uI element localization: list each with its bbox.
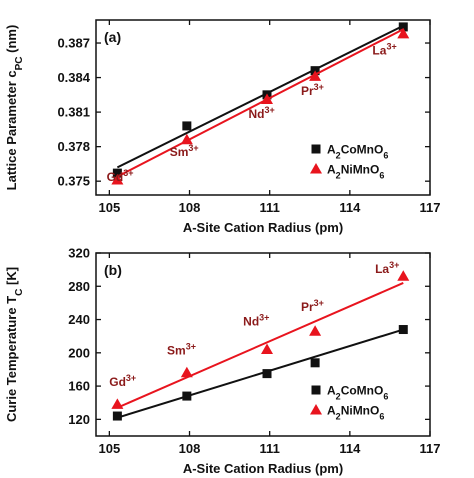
- legend-entry: A2CoMnO6: [327, 384, 388, 402]
- ion-label: La3+: [372, 42, 396, 58]
- ion-label: Nd3+: [243, 312, 269, 328]
- data-point-triangle: [309, 70, 322, 81]
- x-axis-title: A-Site Cation Radius (pm): [183, 461, 343, 476]
- ion-label: Sm3+: [170, 143, 199, 159]
- ion-label: Nd3+: [249, 105, 275, 121]
- ion-label: Pr3+: [301, 298, 324, 314]
- fit-line: [116, 28, 404, 178]
- fit-line: [116, 282, 404, 409]
- panel-label: (b): [104, 262, 122, 278]
- data-point-square: [398, 22, 408, 32]
- fit-line: [117, 328, 404, 419]
- y-tick-label: 0.375: [57, 174, 90, 189]
- x-axis-title: A-Site Cation Radius (pm): [183, 220, 343, 235]
- x-tick-label: 117: [420, 441, 441, 456]
- fit-line: [116, 24, 404, 169]
- data-point-square: [398, 325, 408, 335]
- ion-label: Gd3+: [107, 168, 134, 184]
- data-point-triangle: [397, 27, 410, 39]
- ion-label: La3+: [375, 260, 399, 276]
- y-tick-label: 0.378: [57, 139, 90, 154]
- legend-entry: A2CoMnO6: [327, 143, 388, 161]
- ion-label: Pr3+: [301, 82, 324, 98]
- data-point-square: [310, 358, 320, 368]
- x-tick-label: 111: [260, 200, 280, 215]
- chart-panel-a: 105 108 111 114 117 0.375 0.378 0.381 0.384 0.387…: [4, 19, 441, 235]
- data-point-triangle: [397, 270, 410, 281]
- data-point-square: [182, 121, 192, 131]
- y-axis-title: Lattice Parameter cPC (nm): [4, 25, 25, 191]
- y-tick-label: 240: [68, 312, 90, 327]
- x-tick-label: 117: [420, 200, 441, 215]
- plot-frame: [95, 252, 431, 437]
- y-tick-label: 160: [68, 379, 90, 394]
- data-point-triangle: [180, 133, 193, 145]
- x-tick-label: 108: [179, 200, 201, 215]
- y-tick-label: 0.384: [57, 70, 90, 85]
- legend-marker-triangle: [310, 163, 322, 174]
- x-tick-label: 111: [260, 441, 280, 456]
- x-tick-label: 108: [179, 441, 201, 456]
- data-point-triangle: [180, 366, 193, 378]
- y-axis-title: Curie Temperature TC [K]: [4, 267, 25, 422]
- data-point-triangle: [111, 174, 124, 185]
- y-tick-label: 120: [68, 412, 90, 427]
- y-tick-label: 280: [68, 279, 90, 294]
- data-point-square: [182, 391, 192, 401]
- legend-entry: A2NiMnO6: [327, 163, 384, 181]
- y-tick-label: 0.387: [57, 36, 90, 51]
- y-tick-label: 200: [68, 345, 90, 360]
- x-tick-label: 114: [339, 441, 361, 456]
- legend-entry: A2NiMnO6: [327, 404, 384, 422]
- panel-label: (a): [104, 29, 121, 45]
- y-tick-label: 320: [68, 246, 90, 261]
- ion-label: Gd3+: [109, 373, 136, 389]
- x-tick-label: 105: [99, 200, 121, 215]
- x-tick-label: 105: [99, 441, 121, 456]
- x-tick-label: 114: [339, 200, 361, 215]
- data-point-square: [112, 168, 122, 178]
- plot-frame: [95, 19, 431, 196]
- ion-label: Sm3+: [167, 341, 196, 357]
- data-point-triangle: [309, 325, 322, 336]
- data-point-square: [262, 369, 272, 379]
- data-point-triangle: [261, 343, 274, 354]
- data-point-triangle: [261, 93, 274, 104]
- legend-marker-square: [311, 385, 321, 395]
- y-tick-label: 0.381: [57, 105, 90, 120]
- data-point-triangle: [111, 398, 124, 409]
- legend-marker-square: [311, 144, 321, 154]
- legend-marker-triangle: [310, 404, 322, 415]
- chart-panel-b: 105 108 111 114 117 120 160 200 240 280 320 A-Site …: [4, 246, 440, 477]
- data-point-square: [112, 411, 122, 421]
